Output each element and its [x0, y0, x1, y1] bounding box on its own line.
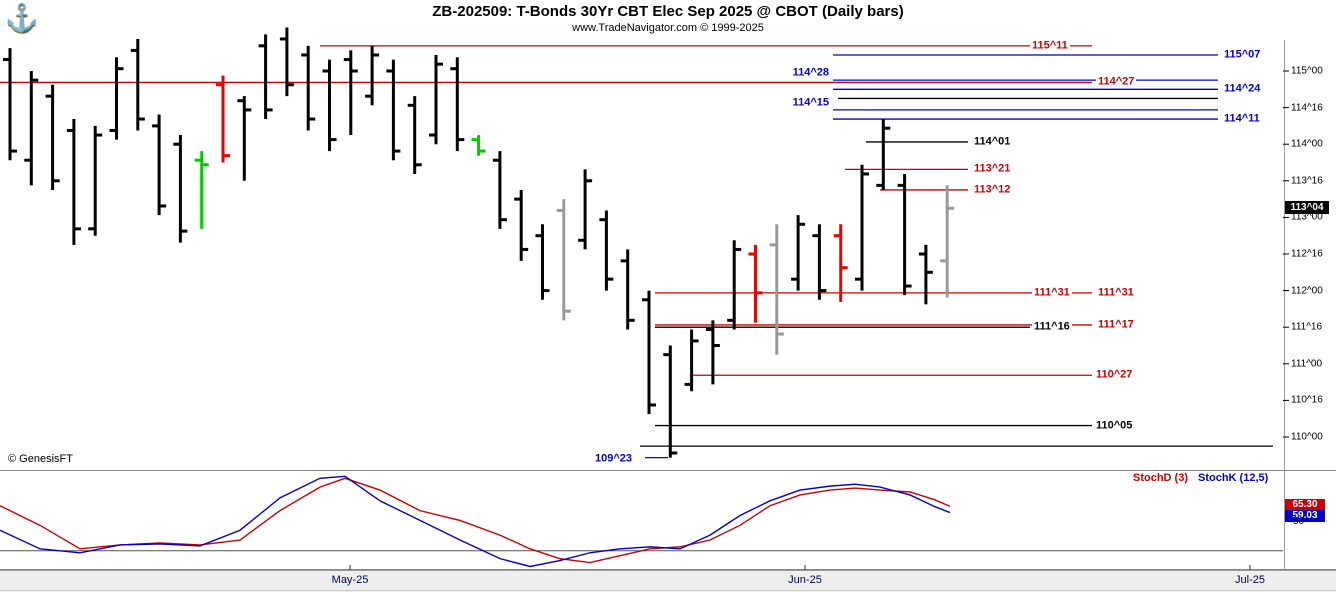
- stoch-mid-level-label: 50: [1293, 516, 1305, 527]
- price-chart-area[interactable]: [0, 40, 1284, 470]
- stochd-value-badge: 65.30: [1285, 499, 1325, 511]
- page-subtitle: www.TradeNavigator.com © 1999-2025: [572, 22, 764, 34]
- last-price-badge: 113^04: [1285, 201, 1329, 215]
- price-axis-tick-label: 113^16: [1291, 175, 1323, 187]
- time-axis[interactable]: [0, 570, 1336, 592]
- price-level-label: 111^31: [1032, 286, 1072, 300]
- tradenavigator-anchor-logo-icon: ⚓: [5, 3, 39, 33]
- price-axis-tick-label: 114^00: [1291, 138, 1323, 150]
- price-level-label: 115^11: [1030, 39, 1070, 53]
- price-axis-tick-label: 112^16: [1291, 248, 1323, 260]
- price-axis-tick-label: 111^00: [1291, 358, 1323, 370]
- price-level-label: 114^27: [1096, 75, 1137, 89]
- price-axis-tick-label: 110^16: [1291, 394, 1323, 406]
- price-level-label: 111^16: [1032, 320, 1072, 334]
- price-level-label: 110^27: [1094, 368, 1135, 382]
- price-axis-tick-label: 113^00: [1291, 211, 1323, 223]
- price-axis-tick-label: 112^00: [1291, 285, 1323, 297]
- price-axis-tick-label: 115^00: [1291, 65, 1323, 77]
- price-level-label: 115^07: [1222, 48, 1263, 62]
- price-level-label: 114^15: [790, 96, 831, 110]
- price-level-label: 114^24: [1222, 82, 1263, 96]
- price-axis-tick-label: 111^16: [1291, 321, 1323, 333]
- price-level-label: 110^05: [1094, 419, 1135, 433]
- stochd-legend-label[interactable]: StochD (3): [1133, 472, 1188, 484]
- price-level-label: 114^11: [1222, 112, 1262, 126]
- stochastic-panel-area[interactable]: [0, 471, 1284, 569]
- date-axis-label: May-25: [331, 574, 369, 586]
- genesisft-credit: © GenesisFT: [8, 453, 73, 465]
- stochk-value-badge: 59.03: [1285, 510, 1325, 522]
- price-level-label: 109^23: [592, 452, 634, 466]
- date-axis-label: Jun-25: [788, 574, 822, 586]
- price-level-label: 113^21: [972, 162, 1013, 176]
- price-level-label: 114^01: [972, 135, 1013, 149]
- price-level-label: 113^12: [972, 183, 1013, 197]
- price-axis-tick-label: 114^16: [1291, 102, 1323, 114]
- page-title: ZB-202509: T-Bonds 30Yr CBT Elec Sep 202…: [432, 3, 904, 20]
- date-axis-label: Jul-25: [1235, 574, 1265, 586]
- price-level-label: 114^28: [790, 66, 831, 80]
- price-level-label: 111^31: [1096, 286, 1136, 300]
- price-level-label: 111^17: [1096, 318, 1136, 332]
- stochk-legend-label[interactable]: StochK (12,5): [1198, 472, 1269, 484]
- price-axis-tick-label: 110^00: [1291, 431, 1323, 443]
- price-axis[interactable]: [1285, 40, 1336, 570]
